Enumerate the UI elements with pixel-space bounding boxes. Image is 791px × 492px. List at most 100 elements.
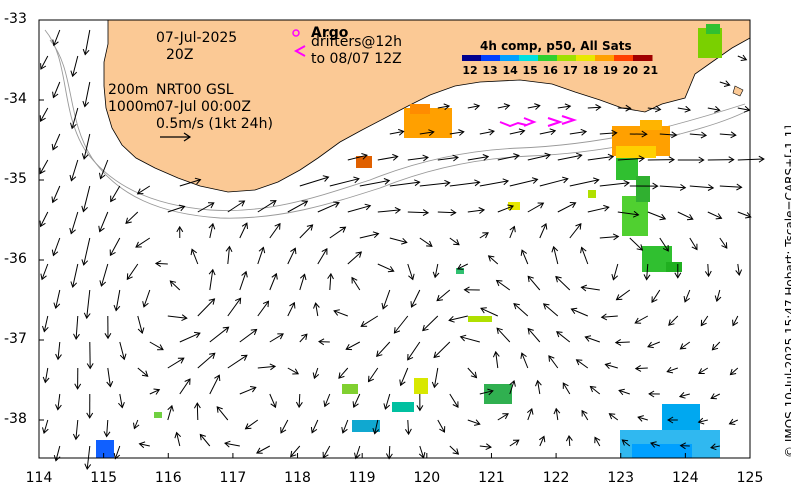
current-arrowhead <box>603 204 610 212</box>
current-arrowhead <box>135 241 142 248</box>
current-arrow <box>155 262 168 265</box>
current-arrowhead <box>730 131 737 139</box>
current-arrow <box>400 367 409 386</box>
current-arrowhead <box>214 374 221 382</box>
current-arrow <box>647 341 660 348</box>
current-arrowhead <box>238 200 246 207</box>
current-arrow <box>72 55 79 77</box>
scale-arrow <box>160 132 192 142</box>
current-arrow <box>539 223 547 239</box>
current-arrowhead <box>81 259 89 266</box>
current-arrow <box>555 408 559 421</box>
current-arrow <box>317 248 328 265</box>
current-arrow <box>617 157 645 161</box>
current-arrowhead <box>700 319 707 327</box>
current-arrowhead <box>589 385 597 393</box>
current-arrow <box>650 442 660 447</box>
current-arrow <box>710 393 721 399</box>
current-arrow <box>419 182 450 187</box>
colorbar-tick: 21 <box>642 64 659 77</box>
current-arrow <box>576 359 589 369</box>
current-arrowhead <box>723 80 731 87</box>
axes-frame <box>38 19 751 459</box>
current-arrowhead <box>668 319 675 326</box>
current-arrow <box>179 179 201 187</box>
current-arrowhead <box>612 233 620 241</box>
current-arrowhead <box>647 341 654 349</box>
current-arrow <box>719 237 728 249</box>
current-vectors <box>39 29 765 470</box>
current-arrowhead <box>216 406 223 413</box>
current-arrow <box>617 211 639 216</box>
current-arrow <box>299 224 313 239</box>
current-arrow <box>479 180 509 187</box>
current-arrowhead <box>290 247 297 255</box>
current-arrow <box>324 393 331 407</box>
current-arrow <box>527 408 533 421</box>
current-arrowhead <box>732 319 739 327</box>
current-arrowhead <box>710 443 717 451</box>
current-arrow <box>629 237 643 251</box>
current-arrow <box>729 419 739 425</box>
current-arrowhead <box>422 209 430 217</box>
current-arrowhead <box>480 307 487 314</box>
current-arrowhead <box>649 441 657 448</box>
current-arrow <box>509 380 515 395</box>
current-arrowhead <box>697 417 705 425</box>
current-arrowhead <box>611 273 619 281</box>
current-arrowhead <box>531 177 539 184</box>
current-arrow <box>135 237 151 248</box>
x-tick-label: 117 <box>219 470 247 486</box>
current-arrow <box>677 107 691 111</box>
current-arrow <box>635 367 648 370</box>
colorbar-swatch <box>500 55 520 61</box>
current-arrowhead <box>502 413 509 420</box>
current-arrowhead <box>153 388 161 395</box>
current-arrowhead <box>383 403 391 410</box>
current-arrow <box>57 341 61 360</box>
current-arrowhead <box>527 275 534 283</box>
current-arrowhead <box>70 70 78 78</box>
current-arrowhead <box>174 431 182 439</box>
current-arrowhead <box>167 404 174 412</box>
current-arrow <box>125 211 139 224</box>
colorbar-tick: 13 <box>482 64 498 77</box>
current-arrow <box>497 155 520 161</box>
current-arrowhead <box>39 115 46 122</box>
current-arrowhead <box>509 225 516 233</box>
x-tick-label: 123 <box>607 470 635 486</box>
current-arrow <box>599 182 630 187</box>
current-arrow <box>496 280 511 291</box>
current-arrowhead <box>618 388 625 396</box>
current-arrow <box>227 298 242 317</box>
current-arrowhead <box>318 338 325 346</box>
current-arrow <box>449 445 459 455</box>
current-arrow <box>467 209 485 213</box>
current-arrowhead <box>313 302 320 309</box>
current-arrow <box>100 159 109 179</box>
colorbar-tick: 15 <box>522 64 538 77</box>
product-label: NRT00 GSL <box>156 82 234 98</box>
colorbar-swatch <box>633 55 653 61</box>
current-arrow <box>329 273 332 291</box>
current-arrowhead <box>534 103 541 110</box>
current-arrowhead <box>654 105 662 113</box>
credit-text: © IMOS 10-Jul-2025 15:47 Hobart; Tscale=… <box>783 125 791 458</box>
current-arrow <box>224 442 240 447</box>
current-arrow <box>43 315 49 332</box>
current-arrowhead <box>714 106 721 113</box>
current-arrowhead <box>637 415 644 422</box>
current-arrow <box>257 365 276 369</box>
current-arrowhead <box>99 280 107 287</box>
colorbar-swatch <box>538 55 558 61</box>
current-arrowhead <box>679 183 687 191</box>
current-arrowhead <box>385 453 393 460</box>
current-arrowhead <box>456 263 464 270</box>
current-arrow <box>556 331 571 343</box>
current-arrowhead <box>565 434 573 442</box>
current-arrowhead <box>136 188 144 195</box>
current-arrowhead <box>648 390 655 398</box>
current-arrowhead <box>715 213 723 220</box>
current-arrow <box>269 273 277 291</box>
